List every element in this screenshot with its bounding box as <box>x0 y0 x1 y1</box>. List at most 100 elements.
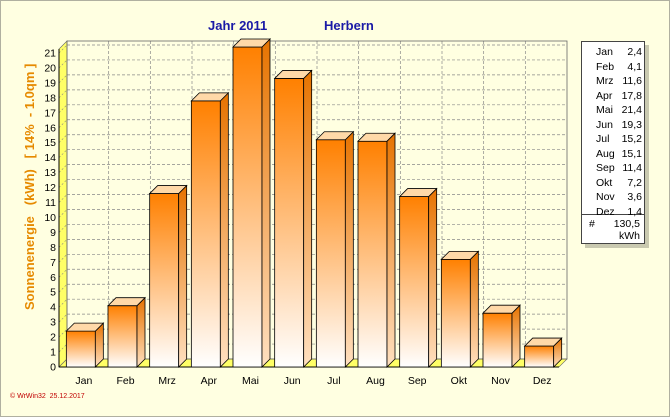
x-tick-label: Mai <box>242 375 259 387</box>
legend-value: 7,2 <box>627 176 642 189</box>
bar-side <box>428 187 438 368</box>
x-tick-label: Okt <box>451 375 467 387</box>
bar-Mrz <box>149 193 180 368</box>
bar-side <box>511 304 521 368</box>
legend-month: Nov <box>596 191 615 203</box>
legend-row: Mai 21,4 <box>582 103 646 117</box>
y-tick-label: 6 <box>50 272 56 284</box>
y-tick-label: 8 <box>50 242 56 254</box>
legend-separator <box>582 214 644 215</box>
y-tick-label: 17 <box>44 107 56 119</box>
bar-Jan <box>65 330 96 368</box>
legend-value: 11,4 <box>622 162 642 174</box>
chart-title-year: Jahr 2011 <box>208 18 268 33</box>
x-tick-label: Jan <box>75 375 92 387</box>
bar-side <box>178 184 188 368</box>
chart-title-location: Herbern <box>324 18 374 33</box>
x-tick-label: Jun <box>284 375 301 387</box>
legend-month: Mai <box>596 104 613 116</box>
gridline-wall <box>58 74 68 84</box>
bar-top <box>482 304 521 314</box>
legend-month: Mrz <box>596 75 614 87</box>
gridline-wall <box>58 224 68 233</box>
legend-value: 19,3 <box>621 118 642 131</box>
legend: # 130,5 kWh Jan 2,4 Feb 4,1 Mrz 11,6 Apr 17,8 Ma… <box>581 41 645 244</box>
legend-total-symbol: # <box>589 218 595 230</box>
bar-top <box>440 250 480 260</box>
y-tick-label: 12 <box>44 182 56 194</box>
bar-Aug <box>357 140 388 368</box>
y-tick-label: 19 <box>44 77 56 89</box>
legend-month: Jul <box>596 133 610 145</box>
legend-value: 4,1 <box>627 60 642 73</box>
bar-side <box>219 91 229 368</box>
x-tick-label: Apr <box>201 375 218 387</box>
x-tick-label: Mrz <box>158 375 176 387</box>
x-tick-label: Sep <box>408 375 427 387</box>
legend-row: Jun 19,3 <box>582 118 646 132</box>
y-tick-label: 10 <box>44 212 56 224</box>
bar-top <box>190 92 230 102</box>
gridline-wall <box>58 149 68 158</box>
gridline-wall <box>58 104 68 114</box>
legend-month: Sep <box>596 162 615 174</box>
y-tick-label: 20 <box>44 62 56 74</box>
bar-side <box>136 296 146 368</box>
bar-top <box>107 297 146 307</box>
x-tick-label: Dez <box>533 375 552 387</box>
gridline-wall <box>58 254 68 263</box>
bar-Mai <box>232 46 263 368</box>
bar-Feb <box>107 305 138 368</box>
legend-value: 1,4 <box>627 205 642 218</box>
legend-row: Sep 11,4 <box>582 161 646 175</box>
legend-total-value: 130,5 <box>613 218 640 230</box>
bar-top <box>65 322 105 332</box>
y-tick-label: 2 <box>50 332 56 344</box>
gridline-wall <box>58 313 68 323</box>
legend-row: Jan 2,4 <box>582 45 646 59</box>
legend-value: 3,6 <box>627 191 642 203</box>
gridline-wall <box>58 59 68 69</box>
legend-total-unit: kWh <box>619 230 640 242</box>
x-tick-label: Nov <box>491 375 510 387</box>
legend-month: Dez <box>596 205 615 218</box>
y-tick-label: 21 <box>44 48 56 60</box>
legend-row: Dez 1,4 <box>582 205 646 219</box>
bar-Okt <box>440 258 471 368</box>
copyright-footer: © WrWin32 25.12.2017 <box>10 393 85 400</box>
bar-top <box>523 337 563 347</box>
legend-value: 15,1 <box>621 147 642 160</box>
legend-value: 17,8 <box>621 89 642 102</box>
legend-value: 21,4 <box>621 104 642 116</box>
gridline-wall <box>58 239 68 248</box>
legend-row: Apr 17,8 <box>582 89 646 103</box>
bar-top <box>398 188 438 197</box>
legend-month: Feb <box>596 60 615 73</box>
bar-top <box>232 38 271 48</box>
y-tick-label: 15 <box>44 137 56 149</box>
y-tick-label: 14 <box>44 152 56 164</box>
legend-value: 2,4 <box>627 46 642 58</box>
legend-month: Apr <box>596 89 613 102</box>
bar-side <box>261 38 271 368</box>
bar-side <box>344 130 354 368</box>
bar-top <box>148 185 188 194</box>
legend-value: 11,6 <box>622 75 642 87</box>
x-tick-label: Aug <box>366 375 385 387</box>
x-tick-label: Feb <box>116 375 134 387</box>
legend-row: Feb 4,1 <box>582 60 646 74</box>
bar-side <box>469 250 479 368</box>
gridline-wall <box>58 179 68 188</box>
legend-row: Okt 7,2 <box>582 176 646 190</box>
y-tick-label: 1 <box>50 347 56 359</box>
bar-Dez <box>524 345 555 368</box>
legend-value: 15,2 <box>621 133 642 145</box>
gridline-wall <box>58 89 68 99</box>
bar-Sep <box>399 196 430 368</box>
bar-Jun <box>274 78 305 368</box>
y-tick-label: 7 <box>50 257 56 269</box>
bar-Nov <box>482 312 513 368</box>
y-tick-label: 9 <box>50 227 56 239</box>
gridline-wall <box>58 328 68 338</box>
